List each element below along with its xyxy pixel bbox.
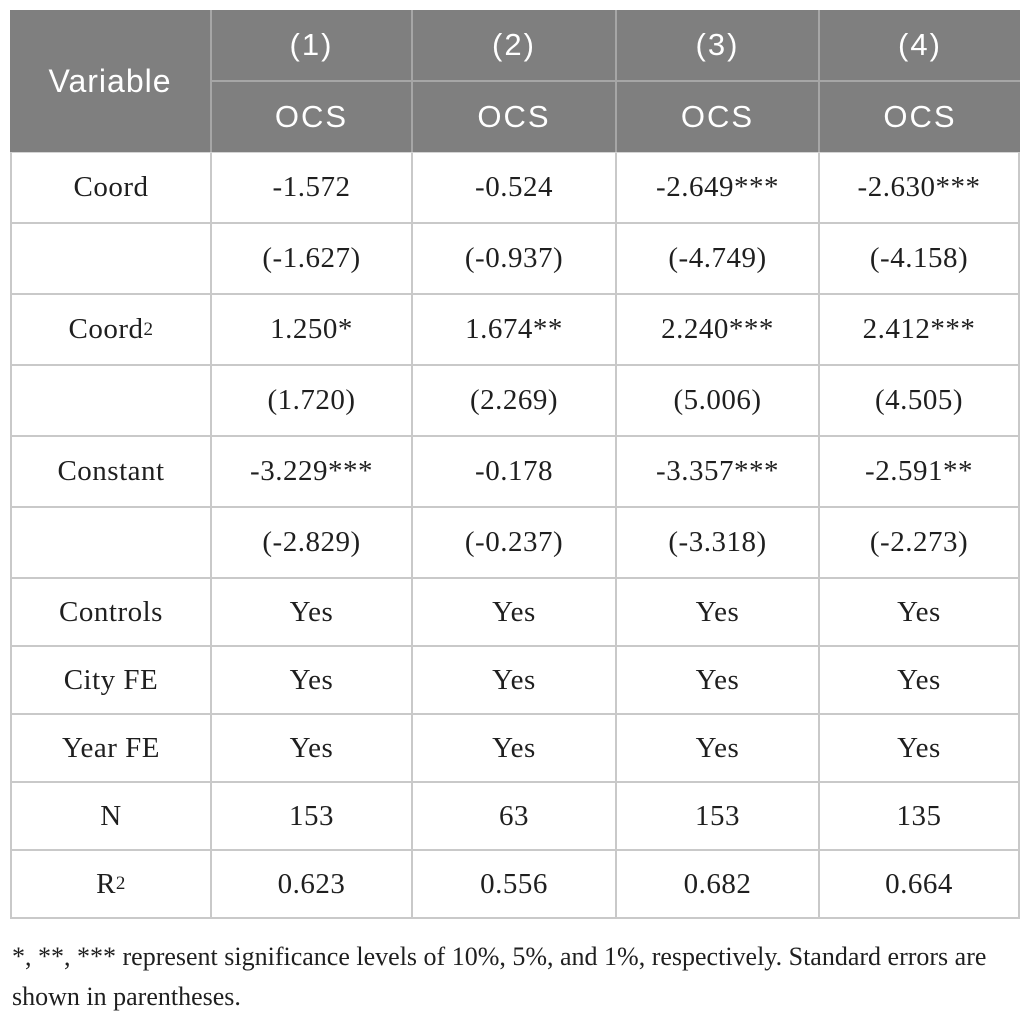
table-cell: (-3.318) bbox=[617, 508, 820, 577]
header-outcome-label: OCS bbox=[413, 82, 617, 152]
table-cell: Yes bbox=[897, 731, 941, 764]
table-cell: 1.250* bbox=[212, 295, 413, 364]
table-cell: -2.591** bbox=[865, 455, 973, 487]
table-cell: (4.505) bbox=[874, 384, 964, 416]
table-cell: Yes bbox=[212, 579, 413, 645]
table-cell: 0.556 bbox=[413, 851, 617, 917]
row-label bbox=[12, 224, 212, 293]
table-cell: 153 bbox=[617, 783, 820, 849]
table-cell: (5.006) bbox=[617, 366, 820, 435]
table-cell: Yes bbox=[413, 715, 617, 781]
table-cell: (-2.829) bbox=[212, 508, 413, 577]
table-cell: (-4.158) bbox=[869, 242, 969, 274]
header-outcome-label: OCS bbox=[883, 99, 957, 134]
table-row-city-fe: City FE Yes Yes Yes Yes bbox=[12, 647, 1018, 715]
table-row-coord-tstat: (-1.627) (-0.937) (-4.749) (-4.158) bbox=[12, 224, 1018, 295]
table-cell: 2.412*** bbox=[862, 313, 976, 345]
header-model-number-row: (1) (2) (3) (4) bbox=[212, 10, 1020, 82]
table-cell: Yes bbox=[617, 579, 820, 645]
row-label: City FE bbox=[12, 647, 212, 713]
table-cell: (-0.237) bbox=[413, 508, 617, 577]
table-cell: -0.524 bbox=[413, 153, 617, 222]
table-cell: -2.630*** bbox=[857, 171, 981, 203]
header-outcome-label: OCS bbox=[617, 82, 820, 152]
table-row-year-fe: Year FE Yes Yes Yes Yes bbox=[12, 715, 1018, 783]
table-row-constant-tstat: (-2.829) (-0.237) (-3.318) (-2.273) bbox=[12, 508, 1018, 579]
table-cell: -0.178 bbox=[413, 437, 617, 506]
table-row-constant: Constant -3.229*** -0.178 -3.357*** -2.5… bbox=[12, 437, 1018, 508]
table-row-coord: Coord -1.572 -0.524 -2.649*** -2.630*** bbox=[12, 153, 1018, 224]
table-cell: (-4.749) bbox=[617, 224, 820, 293]
table-cell: (-2.273) bbox=[869, 526, 969, 558]
table-row-coord2: Coord 2 1.250* 1.674** 2.240*** 2.412*** bbox=[12, 295, 1018, 366]
header-outcome-label: OCS bbox=[212, 82, 413, 152]
table-row-coord2-tstat: (1.720) (2.269) (5.006) (4.505) bbox=[12, 366, 1018, 437]
table-cell: (2.269) bbox=[413, 366, 617, 435]
table-cell: Yes bbox=[413, 579, 617, 645]
header-variable-cell: Variable bbox=[10, 10, 212, 152]
table-cell: Yes bbox=[897, 595, 941, 628]
table-cell: Yes bbox=[212, 647, 413, 713]
regression-table: Variable (1) (2) (3) (4) OCS OCS OCS OCS… bbox=[10, 10, 1020, 919]
row-label: Coord bbox=[12, 153, 212, 222]
table-cell: 0.682 bbox=[617, 851, 820, 917]
table-cell: (1.720) bbox=[212, 366, 413, 435]
table-cell: 2.240*** bbox=[617, 295, 820, 364]
table-cell: Yes bbox=[897, 663, 941, 696]
table-row-n: N 153 63 153 135 bbox=[12, 783, 1018, 851]
table-body: Coord -1.572 -0.524 -2.649*** -2.630*** … bbox=[10, 152, 1020, 919]
header-model-number: (4) bbox=[820, 10, 1020, 82]
table-row-controls: Controls Yes Yes Yes Yes bbox=[12, 579, 1018, 647]
table-cell: 63 bbox=[413, 783, 617, 849]
table-cell: Yes bbox=[212, 715, 413, 781]
table-cell: -1.572 bbox=[212, 153, 413, 222]
row-label: Controls bbox=[12, 579, 212, 645]
table-header: Variable (1) (2) (3) (4) OCS OCS OCS OCS bbox=[10, 10, 1020, 152]
header-model-columns: (1) (2) (3) (4) OCS OCS OCS OCS bbox=[212, 10, 1020, 152]
table-cell: -2.649*** bbox=[617, 153, 820, 222]
header-model-number: (2) bbox=[413, 10, 617, 82]
table-cell: 135 bbox=[896, 799, 942, 832]
significance-footnote: *, **, *** represent significance levels… bbox=[12, 942, 987, 1011]
table-cell: Yes bbox=[617, 647, 820, 713]
table-cell: (-0.937) bbox=[413, 224, 617, 293]
table-cell: 153 bbox=[212, 783, 413, 849]
header-model-number: (3) bbox=[617, 10, 820, 82]
header-outcome-row: OCS OCS OCS OCS bbox=[212, 82, 1020, 152]
table-cell: Yes bbox=[413, 647, 617, 713]
table-cell: 0.623 bbox=[212, 851, 413, 917]
header-model-number: (1) bbox=[212, 10, 413, 82]
row-label bbox=[12, 508, 212, 577]
table-cell: Yes bbox=[617, 715, 820, 781]
row-label: Year FE bbox=[12, 715, 212, 781]
row-label: Coord 2 bbox=[12, 295, 212, 364]
row-label: Constant bbox=[12, 437, 212, 506]
table-cell: -3.229*** bbox=[212, 437, 413, 506]
table-cell: 1.674** bbox=[413, 295, 617, 364]
table-cell: 0.664 bbox=[885, 867, 953, 900]
row-label: N bbox=[12, 783, 212, 849]
row-label bbox=[12, 366, 212, 435]
table-cell: (-1.627) bbox=[212, 224, 413, 293]
table-cell: -3.357*** bbox=[617, 437, 820, 506]
